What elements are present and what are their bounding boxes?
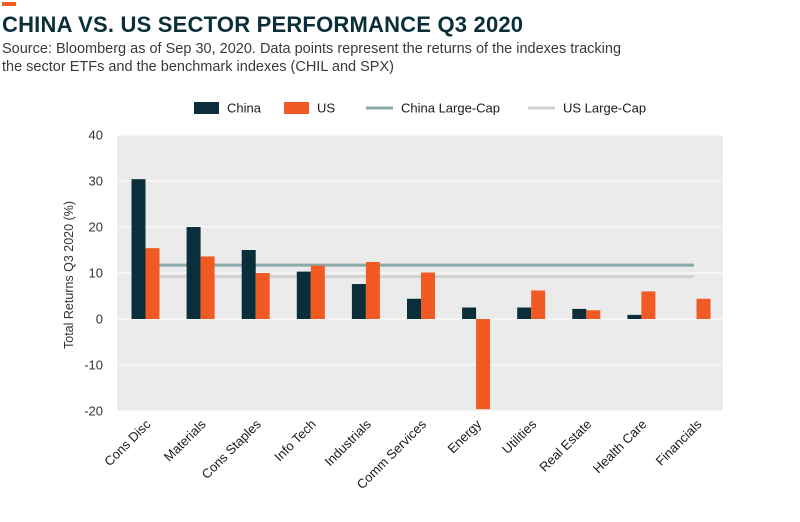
chart-subtitle: Source: Bloomberg as of Sep 30, 2020. Da… xyxy=(2,41,622,75)
bar-china-9 xyxy=(572,308,587,319)
y-tick-label: -20 xyxy=(84,404,103,419)
grid-layer xyxy=(117,134,723,412)
bar-china-6 xyxy=(407,298,421,319)
x-category-label: Energy xyxy=(444,416,484,456)
bar-us-2 xyxy=(200,256,215,319)
legend-swatch-us xyxy=(284,102,309,114)
bar-china-7 xyxy=(462,307,477,319)
bar-us-3 xyxy=(255,273,270,319)
legend-label-china-large-cap: China Large-Cap xyxy=(401,101,500,116)
bar-china-2 xyxy=(186,227,201,319)
legend-swatch-china xyxy=(194,102,219,114)
y-axis-ticks: -20 -10 0 10 20 30 40 xyxy=(84,128,103,419)
bar-us-7 xyxy=(476,319,491,410)
bar-china-10 xyxy=(627,314,642,319)
x-category-label: Utilities xyxy=(499,416,540,457)
bar-us-9 xyxy=(586,310,601,319)
bar-china-3 xyxy=(241,250,256,319)
bar-china-1 xyxy=(131,179,146,319)
y-tick-label: 40 xyxy=(89,128,103,143)
y-tick-label: 10 xyxy=(89,266,103,281)
x-category-label: Financials xyxy=(653,416,705,468)
bar-us-4 xyxy=(310,265,325,319)
bar-us-1 xyxy=(145,248,160,319)
legend-label-us: US xyxy=(317,101,335,116)
x-category-label: Cons Disc xyxy=(101,416,154,469)
x-category-label: Info Tech xyxy=(271,417,319,465)
legend-label-us-large-cap: US Large-Cap xyxy=(563,101,646,116)
x-category-label: Materials xyxy=(161,416,209,464)
bar-us-6 xyxy=(421,272,435,319)
bar-china-4 xyxy=(296,271,311,319)
title-accent-bar xyxy=(2,2,16,6)
bar-china-5 xyxy=(351,284,366,319)
y-tick-label: 20 xyxy=(89,220,103,235)
x-category-label: Health Care xyxy=(590,417,650,477)
y-tick-label: -10 xyxy=(84,358,103,373)
x-category-label: Cons Staples xyxy=(199,416,265,482)
legend-label-china: China xyxy=(227,101,262,116)
y-axis-label: Total Returns Q3 2020 (%) xyxy=(62,201,76,349)
bar-us-10 xyxy=(641,291,656,319)
bar-china-8 xyxy=(517,307,532,319)
bar-us-11 xyxy=(696,298,711,319)
x-category-label: Real Estate xyxy=(536,417,594,475)
x-category-label: Industrials xyxy=(322,416,375,469)
chart-title: CHINA VS. US SECTOR PERFORMANCE Q3 2020 xyxy=(2,12,524,37)
bar-us-5 xyxy=(365,261,380,319)
reference-lines xyxy=(132,263,694,279)
bar-us-8 xyxy=(531,290,546,319)
y-tick-label: 0 xyxy=(96,312,103,327)
bars-layer xyxy=(131,179,711,410)
legend: China US China Large-Cap US Large-Cap xyxy=(194,101,646,116)
y-tick-label: 30 xyxy=(89,174,103,189)
